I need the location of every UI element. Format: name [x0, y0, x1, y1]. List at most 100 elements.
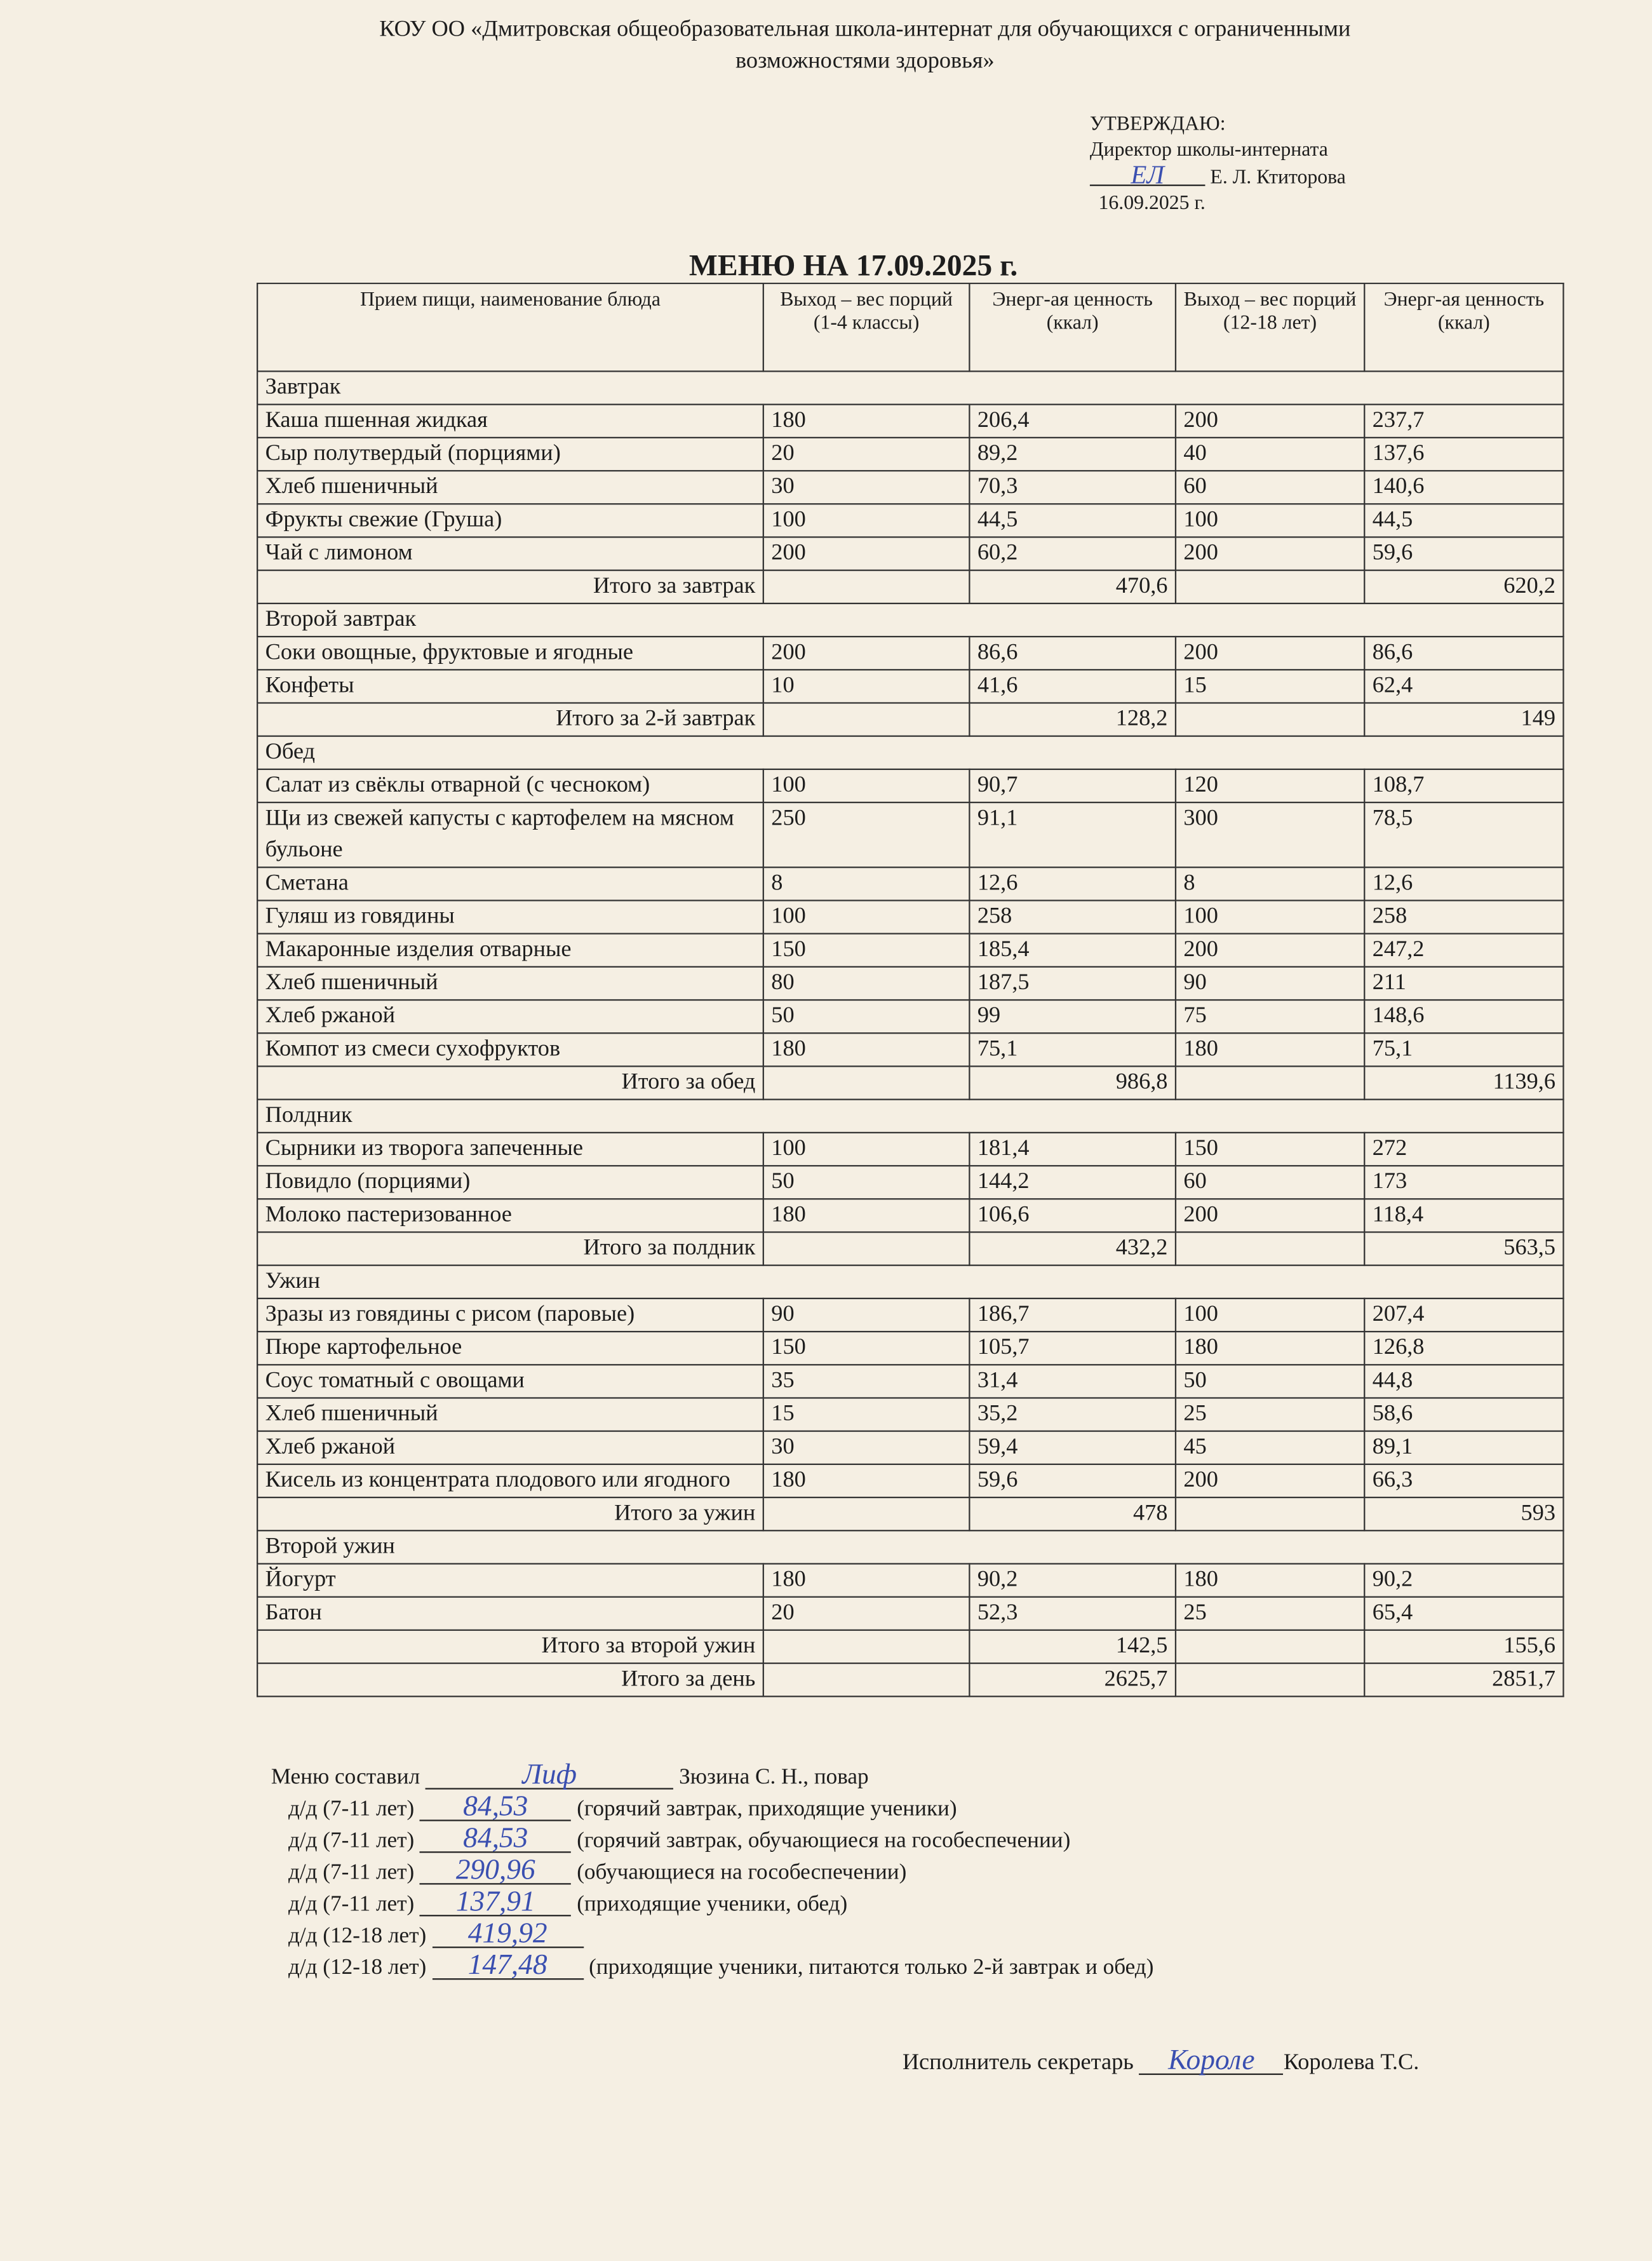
cost-note: (горячий завтрак, обучающиеся на гособес… — [577, 1828, 1071, 1853]
cell-value: 106,6 — [969, 1198, 1177, 1233]
cell-value: 60 — [1174, 1164, 1366, 1200]
table-row: Зразы из говядины с рисом (паровые) 90 186… — [257, 1297, 1564, 1333]
cost-note: (приходящие ученики, обед) — [577, 1891, 848, 1917]
total-label: Итого за полдник — [257, 1231, 764, 1266]
cell-value: 100 — [762, 768, 970, 804]
approval-date: 16.09.2025 г. — [1098, 193, 1205, 215]
cell-value: 66,3 — [1364, 1463, 1564, 1499]
daily-cost-line: д/д (12-18 лет) 147,48 (приходящие учени… — [271, 1951, 1154, 1984]
cell-value: 237,7 — [1364, 403, 1564, 438]
table-row: Хлеб пшеничный 80 187,5 90 211 — [257, 966, 1564, 1001]
table-row: Салат из свёклы отварной (с чесноком) 100… — [257, 768, 1564, 804]
cell-value: 563,5 — [1364, 1231, 1564, 1266]
dish-name: Кисель из концентрата плодового или ягод… — [257, 1463, 764, 1499]
cell-value: 207,4 — [1364, 1297, 1564, 1333]
cell-value — [762, 1496, 970, 1532]
menu-table: Прием пищи, наименование блюда Выход – ве… — [257, 282, 1564, 1697]
cell-value — [762, 1662, 970, 1697]
school-name-line1: КОУ ОО «Дмитровская общеобразовательная … — [379, 17, 1351, 42]
table-row: Чай с лимоном 200 60,2 200 59,6 — [257, 536, 1564, 571]
cell-value: 20 — [762, 436, 970, 472]
cell-value — [762, 569, 970, 605]
dish-name: Салат из свёклы отварной (с чесноком) — [257, 768, 764, 804]
daily-cost-line: д/д (7-11 лет) 290,96 (обучающиеся на го… — [271, 1856, 1154, 1889]
cell-value: 140,6 — [1364, 469, 1564, 505]
approval-block: УТВЕРЖДАЮ: Директор школы-интерната ЕЛ Е… — [1089, 112, 1346, 218]
cell-value — [1174, 1065, 1366, 1100]
approval-label: УТВЕРЖДАЮ: — [1089, 114, 1226, 136]
cell-value: 90 — [762, 1297, 970, 1333]
cell-value — [762, 702, 970, 737]
cell-value — [1174, 1662, 1366, 1697]
cell-value: 59,6 — [1364, 536, 1564, 571]
cell-value: 44,5 — [1364, 503, 1564, 538]
executor-signature: Короле — [1139, 2046, 1284, 2075]
school-name-line2: возможностями здоровья» — [735, 49, 995, 74]
section-name: Полдник — [257, 1098, 1564, 1133]
composer-line: Меню составил Лиф Зюзина С. Н., повар — [271, 1760, 1154, 1794]
cell-value: 31,4 — [969, 1364, 1177, 1399]
cell-value: 137,6 — [1364, 436, 1564, 472]
table-row: Хлеб пшеничный 15 35,2 25 58,6 — [257, 1397, 1564, 1432]
cell-value: 2625,7 — [969, 1662, 1177, 1697]
cell-value: 100 — [762, 1131, 970, 1167]
cell-value: 144,2 — [969, 1164, 1177, 1200]
menu-title: МЕНЮ НА 17.09.2025 г. — [688, 248, 1018, 283]
cell-value: 59,6 — [969, 1463, 1177, 1499]
cell-value: 86,6 — [1364, 635, 1564, 671]
cell-value: 148,6 — [1364, 999, 1564, 1034]
table-row: Соус томатный с овощами 35 31,4 50 44,8 — [257, 1364, 1564, 1399]
cell-value: 90,2 — [1364, 1563, 1564, 1598]
table-row: Йогурт 180 90,2 180 90,2 — [257, 1563, 1564, 1598]
age-label: д/д (7-11 лет) — [288, 1859, 415, 1885]
cell-value: 211 — [1364, 966, 1564, 1001]
dish-name: Йогурт — [257, 1563, 764, 1598]
cell-value: 186,7 — [969, 1297, 1177, 1333]
age-label: д/д (7-11 лет) — [288, 1828, 415, 1853]
cost-value: 84,53 — [420, 1792, 572, 1821]
table-row: Макаронные изделия отварные 150 185,4 200 24… — [257, 933, 1564, 968]
cell-value: 35 — [762, 1364, 970, 1399]
cell-value — [1174, 702, 1366, 737]
daily-cost-line: д/д (12-18 лет) 419,92 — [271, 1919, 1154, 1952]
cost-note: (приходящие ученики, питаются только 2-й… — [589, 1955, 1154, 1980]
cell-value: 8 — [1174, 867, 1366, 901]
cost-note: (обучающиеся на гособеспечении) — [577, 1859, 907, 1885]
table-row: Сырники из творога запеченные 100 181,4 150… — [257, 1131, 1564, 1167]
cell-value: 86,6 — [969, 635, 1177, 671]
cell-value: 91,1 — [969, 801, 1177, 868]
dish-name: Компот из смеси сухофруктов — [257, 1032, 764, 1067]
dish-name: Сырники из творога запеченные — [257, 1131, 764, 1167]
table-row: Щи из свежей капусты с картофелем на мяс… — [257, 801, 1564, 868]
executor-label: Исполнитель секретарь — [902, 2050, 1134, 2075]
cell-value: 50 — [762, 1164, 970, 1200]
cell-value: 180 — [1174, 1330, 1366, 1366]
cell-value: 470,6 — [969, 569, 1177, 605]
cell-value: 90,2 — [969, 1563, 1177, 1598]
table-row: Хлеб ржаной 30 59,4 45 89,1 — [257, 1430, 1564, 1466]
column-header: Прием пищи, наименование блюда — [257, 282, 764, 372]
dish-name: Каша пшенная жидкая — [257, 403, 764, 438]
cost-value: 290,96 — [420, 1856, 572, 1885]
cell-value: 118,4 — [1364, 1198, 1564, 1233]
dish-name: Сметана — [257, 867, 764, 901]
cell-value: 100 — [762, 503, 970, 538]
cost-value: 147,48 — [431, 1951, 584, 1980]
total-label: Итого за обед — [257, 1065, 764, 1100]
cell-value — [762, 1629, 970, 1664]
section-name: Второй завтрак — [257, 602, 1564, 638]
cell-value: 30 — [762, 1430, 970, 1466]
cell-value: 40 — [1174, 436, 1366, 472]
cell-value: 200 — [762, 536, 970, 571]
table-row: Конфеты 10 41,6 15 62,4 — [257, 669, 1564, 704]
cell-value: 200 — [1174, 1198, 1366, 1233]
cell-value: 180 — [762, 1563, 970, 1598]
dish-name: Хлеб пшеничный — [257, 966, 764, 1001]
cell-value: 986,8 — [969, 1065, 1177, 1100]
total-row: Итого за завтрак 470,6 620,2 — [257, 569, 1564, 605]
section-name: Второй ужин — [257, 1530, 1564, 1565]
cell-value: 108,7 — [1364, 768, 1564, 804]
cell-value: 149 — [1364, 702, 1564, 737]
cell-value: 20 — [762, 1596, 970, 1631]
